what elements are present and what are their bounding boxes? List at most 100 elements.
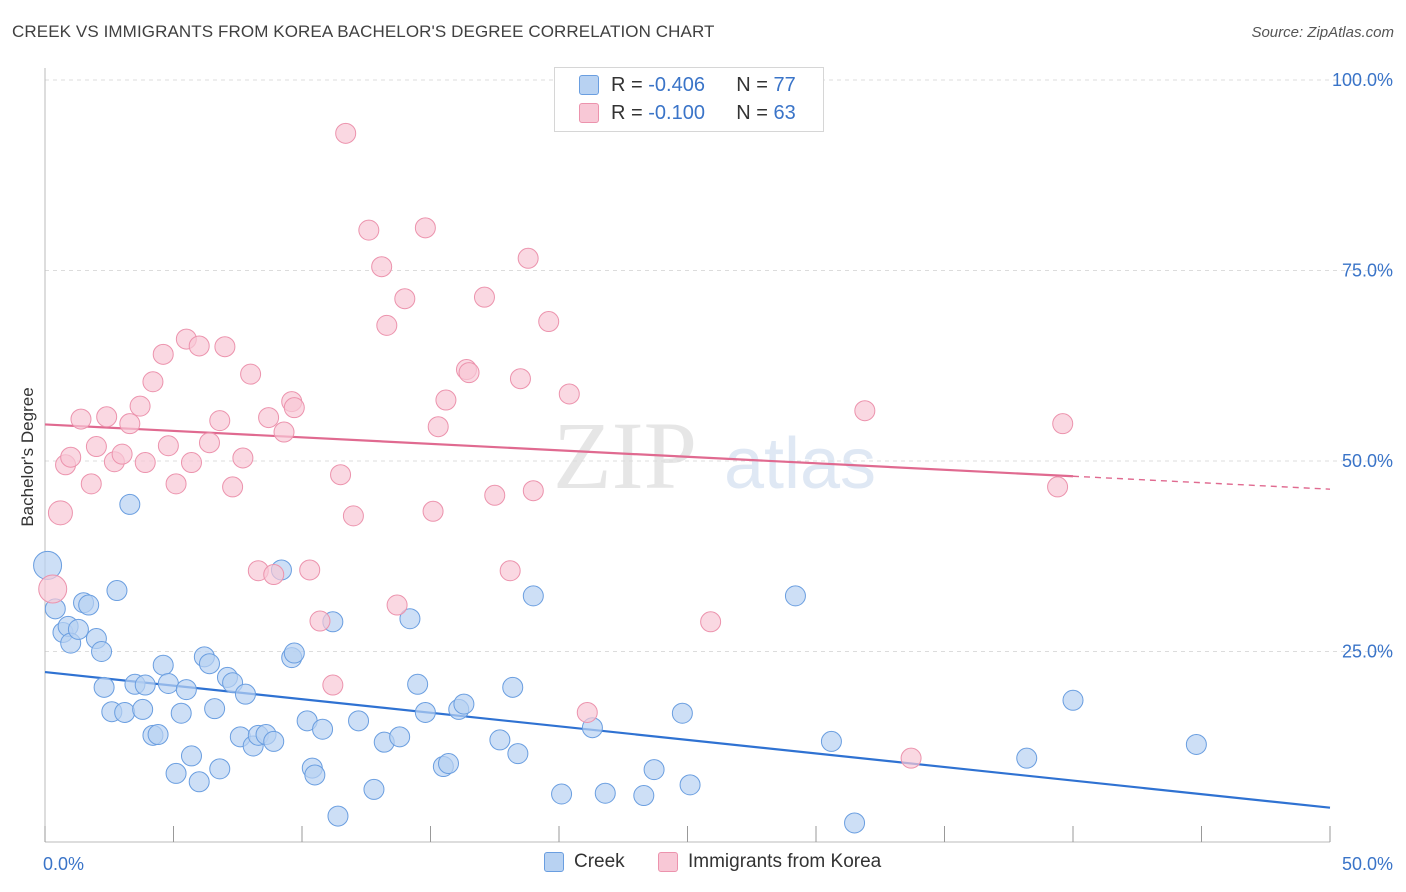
- creek-point: [348, 710, 370, 732]
- axes: [44, 68, 1331, 843]
- creek-point: [633, 785, 655, 807]
- korea-point: [80, 473, 102, 495]
- creek-point: [147, 724, 169, 746]
- source-label: Source: ZipAtlas.com: [1251, 24, 1394, 41]
- korea-point: [499, 560, 521, 582]
- korea-point: [414, 217, 436, 239]
- korea-point: [232, 447, 254, 469]
- korea-trend-extension: [1072, 475, 1331, 490]
- y-tick-label: 50.0%: [1342, 451, 1393, 471]
- korea-point: [576, 701, 598, 723]
- creek-point: [1185, 733, 1207, 755]
- korea-point: [1047, 476, 1069, 498]
- korea-point: [258, 407, 280, 429]
- stats-row-korea: R = -0.100 N = 63: [579, 100, 796, 126]
- creek-trend-line: [44, 670, 1331, 809]
- korea-point: [283, 397, 305, 419]
- korea-point: [322, 674, 344, 696]
- creek-point: [175, 679, 197, 701]
- korea-point: [38, 574, 68, 604]
- legend-label-creek: Creek: [574, 851, 625, 872]
- creek-point: [106, 580, 128, 602]
- korea-point: [180, 452, 202, 474]
- korea-trend-line: [44, 423, 1074, 478]
- legend-item-creek[interactable]: Creek: [544, 851, 625, 873]
- creek-point: [594, 782, 616, 804]
- creek-point: [327, 805, 349, 827]
- legend-item-korea[interactable]: Immigrants from Korea: [658, 851, 881, 873]
- creek-point: [304, 764, 326, 786]
- korea-point: [435, 389, 457, 411]
- creek-point: [114, 701, 136, 723]
- creek-point: [407, 673, 429, 695]
- korea-point: [517, 247, 539, 269]
- korea-point: [342, 505, 364, 527]
- n-label: N =: [736, 73, 768, 96]
- korea-point: [240, 363, 262, 385]
- axis-labels: 25.0% 50.0% 75.0% 100.0% 0.0% 50.0% Bachelor's…: [18, 70, 1393, 874]
- creek-point: [78, 594, 100, 616]
- korea-point: [299, 559, 321, 581]
- creek-swatch: [544, 852, 564, 872]
- creek-point: [209, 758, 231, 780]
- creek-point: [679, 774, 701, 796]
- creek-point: [489, 729, 511, 751]
- creek-swatch: [579, 75, 599, 95]
- korea-point: [157, 435, 179, 457]
- korea-point: [85, 436, 107, 458]
- korea-point: [558, 383, 580, 405]
- creek-point: [152, 654, 174, 676]
- korea-swatch: [658, 852, 678, 872]
- creek-point: [132, 698, 154, 720]
- stats-legend: R = -0.406 N = 77 R = -0.100 N = 63: [554, 67, 824, 132]
- bottom-legend: Creek Immigrants from Korea: [0, 851, 1406, 877]
- y-tick-label: 25.0%: [1342, 642, 1393, 662]
- korea-point: [96, 406, 118, 428]
- creek-point: [263, 730, 285, 752]
- creek-point: [312, 718, 334, 740]
- korea-point: [422, 500, 444, 522]
- korea-point: [214, 336, 236, 358]
- creek-point: [399, 608, 421, 630]
- korea-point: [371, 256, 393, 278]
- watermark-atlas: atlas: [724, 424, 876, 504]
- watermark: ZIP atlas: [553, 402, 876, 509]
- korea-point: [273, 421, 295, 443]
- korea-point: [900, 747, 922, 769]
- creek-point: [784, 585, 806, 607]
- creek-point: [165, 762, 187, 784]
- korea-point: [129, 395, 151, 417]
- korea-point: [473, 286, 495, 308]
- trend-lines: [44, 423, 1331, 809]
- r-value: -0.406: [648, 73, 705, 96]
- y-axis-title: Bachelor's Degree: [18, 387, 37, 526]
- creek-point: [551, 783, 573, 805]
- creek-point: [170, 702, 192, 724]
- creek-point: [671, 702, 693, 724]
- korea-swatch: [579, 103, 599, 123]
- creek-point: [134, 674, 156, 696]
- creek-point: [643, 759, 665, 781]
- korea-point: [47, 500, 73, 526]
- korea-point: [209, 410, 231, 432]
- korea-point: [263, 564, 285, 586]
- r-label: R =: [611, 101, 643, 124]
- korea-point: [509, 368, 531, 390]
- korea-point: [1052, 413, 1074, 435]
- chart-title: CREEK VS IMMIGRANTS FROM KOREA BACHELOR'…: [12, 22, 715, 41]
- creek-point: [502, 676, 524, 698]
- creek-point: [234, 683, 256, 705]
- creek-point: [820, 730, 842, 752]
- korea-point: [484, 484, 506, 506]
- creek-point: [204, 698, 226, 720]
- korea-point: [309, 610, 331, 632]
- korea-point: [358, 219, 380, 241]
- korea-point: [376, 314, 398, 336]
- creek-point: [437, 753, 459, 775]
- korea-point: [386, 594, 408, 616]
- r-value: -0.100: [648, 101, 705, 124]
- korea-point: [394, 288, 416, 310]
- creek-point: [33, 550, 63, 580]
- x-tick-label: 50.0%: [1342, 854, 1393, 874]
- korea-point: [330, 464, 352, 486]
